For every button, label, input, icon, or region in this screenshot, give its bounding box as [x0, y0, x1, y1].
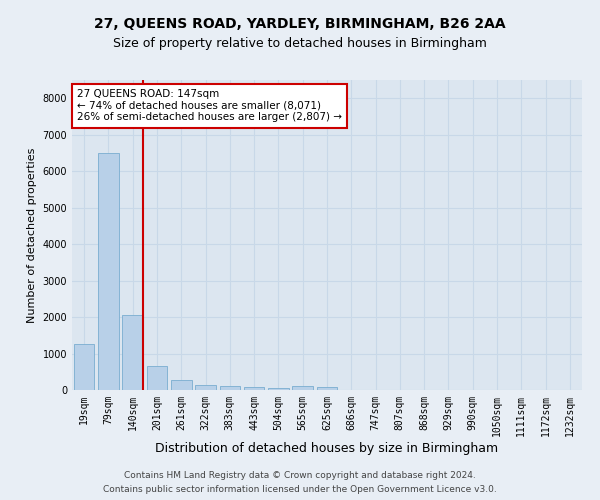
Bar	[98, 153, 119, 390]
Bar	[292, 386, 313, 390]
Text: 27, QUEENS ROAD, YARDLEY, BIRMINGHAM, B26 2AA: 27, QUEENS ROAD, YARDLEY, BIRMINGHAM, B2…	[94, 18, 506, 32]
Bar	[244, 387, 265, 390]
Bar	[74, 344, 94, 390]
Bar	[146, 366, 167, 390]
X-axis label: Distribution of detached houses by size in Birmingham: Distribution of detached houses by size …	[155, 442, 499, 454]
Bar	[195, 386, 216, 390]
Text: Contains HM Land Registry data © Crown copyright and database right 2024.: Contains HM Land Registry data © Crown c…	[124, 472, 476, 480]
Text: 27 QUEENS ROAD: 147sqm
← 74% of detached houses are smaller (8,071)
26% of semi-: 27 QUEENS ROAD: 147sqm ← 74% of detached…	[77, 90, 342, 122]
Bar	[220, 386, 240, 390]
Bar	[171, 380, 191, 390]
Text: Contains public sector information licensed under the Open Government Licence v3: Contains public sector information licen…	[103, 484, 497, 494]
Y-axis label: Number of detached properties: Number of detached properties	[27, 148, 37, 322]
Text: Size of property relative to detached houses in Birmingham: Size of property relative to detached ho…	[113, 38, 487, 51]
Bar	[268, 388, 289, 390]
Bar	[317, 388, 337, 390]
Bar	[122, 315, 143, 390]
